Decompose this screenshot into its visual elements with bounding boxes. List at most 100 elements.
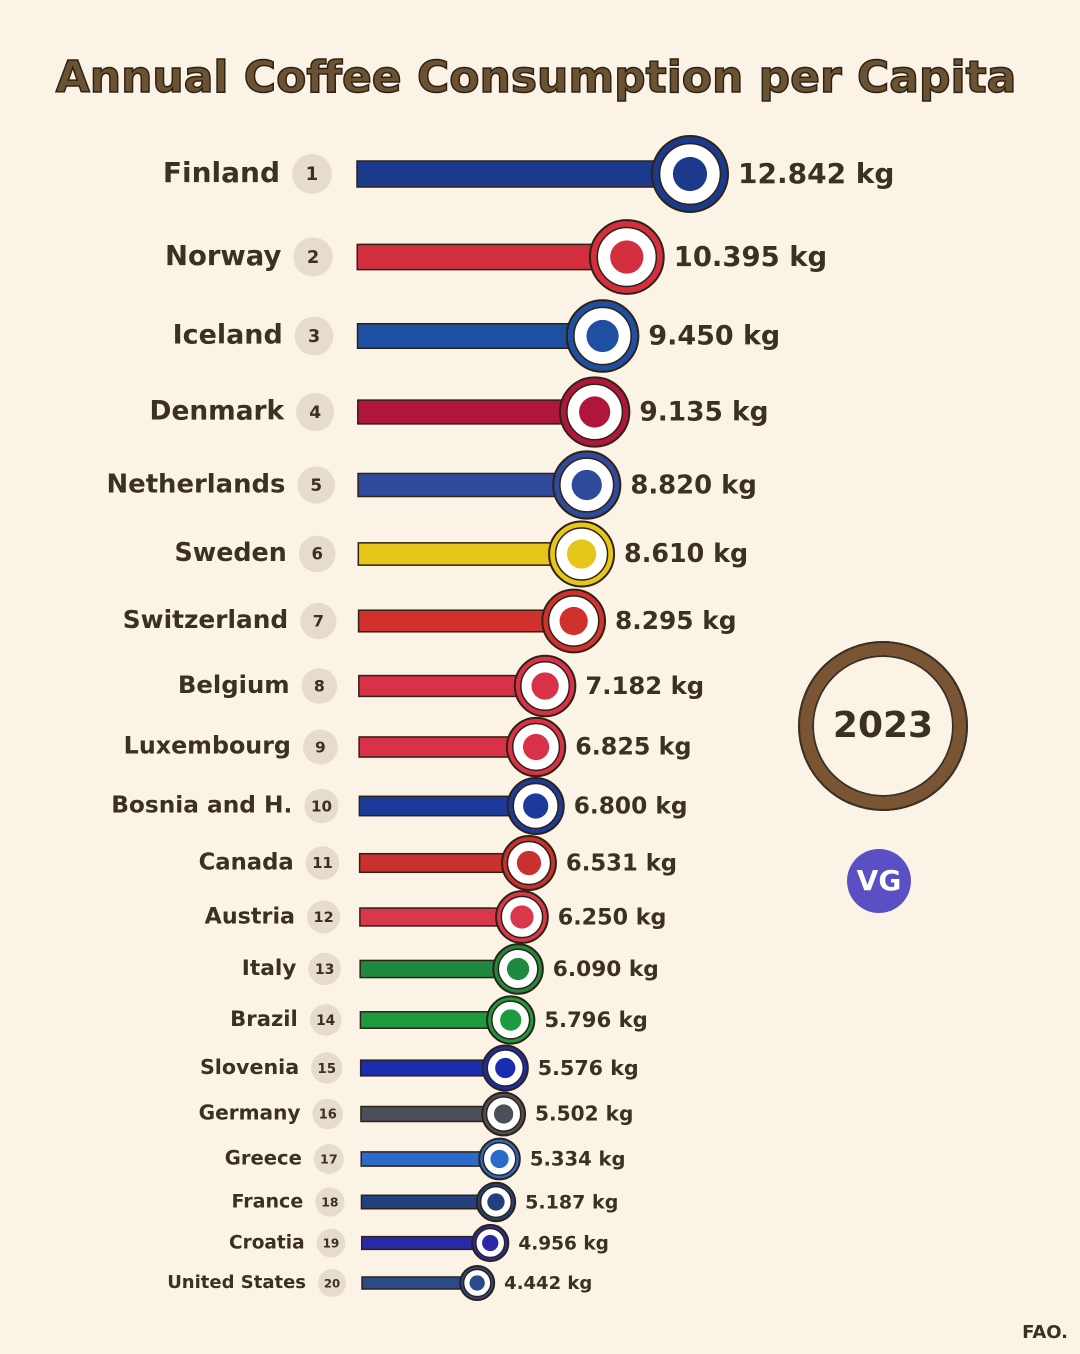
- rank-label: 4: [309, 403, 321, 423]
- category-label: Finland: [163, 156, 280, 189]
- rank-label: 3: [308, 327, 320, 347]
- value-label: 6.825 kg: [575, 733, 691, 761]
- category-label: Switzerland: [123, 605, 288, 634]
- rank-badge: [311, 1052, 343, 1084]
- flag-center: [469, 1275, 485, 1291]
- rank-badge: [312, 1098, 344, 1130]
- rank-badge: [313, 1144, 344, 1174]
- rank-label: 9: [315, 739, 326, 757]
- category-label: Greece: [225, 1147, 302, 1170]
- rank-label: 2: [307, 247, 319, 268]
- category-label: France: [231, 1191, 303, 1213]
- flag-center: [522, 733, 550, 761]
- rank-label: 7: [313, 612, 324, 631]
- rank-label: 15: [317, 1062, 336, 1077]
- year-ring-outline: [798, 641, 968, 811]
- bar: [356, 160, 691, 188]
- rank-label: 1: [306, 164, 319, 185]
- rank-badge: [302, 729, 338, 765]
- rank-badge: [292, 154, 332, 194]
- year-ring-inner: [812, 655, 954, 797]
- rank-label: 20: [324, 1277, 340, 1291]
- value-label: 10.395 kg: [674, 242, 828, 273]
- year: 2023: [833, 705, 933, 746]
- rank-badge: [309, 1004, 342, 1036]
- rank-label: 16: [319, 1108, 337, 1123]
- rank-badge: [316, 1228, 346, 1258]
- value-label: 6.250 kg: [558, 905, 667, 931]
- flag-center: [500, 1009, 522, 1031]
- rank-badge: [293, 237, 333, 277]
- source: FAO.: [1022, 1322, 1068, 1343]
- rank-badge: [294, 316, 334, 356]
- rank-badge: [301, 668, 338, 704]
- value-label: 9.450 kg: [648, 321, 780, 352]
- value-label: 9.135 kg: [639, 397, 768, 428]
- value-label: 5.187 kg: [525, 1192, 618, 1214]
- rank-badge: [308, 952, 341, 986]
- rank-badge: [300, 602, 337, 640]
- flag-center: [571, 469, 602, 501]
- flag-center: [523, 793, 549, 819]
- category-label: Netherlands: [106, 470, 285, 500]
- rank-label: 17: [320, 1152, 338, 1167]
- category-label: Iceland: [173, 320, 283, 351]
- flag-center: [516, 850, 542, 876]
- flag-center: [672, 156, 708, 192]
- category-label: Croatia: [229, 1233, 305, 1254]
- flag-center: [506, 957, 530, 981]
- flag-center: [495, 1057, 516, 1079]
- category-label: Brazil: [230, 1006, 298, 1031]
- flag-center: [490, 1149, 509, 1169]
- rank-badge: [307, 900, 341, 934]
- category-label: Belgium: [178, 670, 290, 699]
- rank-label: 11: [312, 855, 333, 872]
- chart-title: Annual Coffee Consumption per Capita: [56, 52, 1017, 103]
- value-label: 12.842 kg: [738, 157, 894, 190]
- year-ring: [798, 641, 968, 811]
- value-label: 5.796 kg: [544, 1007, 647, 1032]
- value-label: 5.334 kg: [530, 1148, 626, 1171]
- rank-label: 14: [316, 1013, 335, 1029]
- value-label: 8.610 kg: [624, 538, 748, 568]
- value-label: 6.531 kg: [566, 851, 677, 877]
- rank-badge: [296, 392, 335, 432]
- rank-label: 10: [311, 798, 332, 816]
- category-label: Bosnia and H.: [111, 792, 292, 819]
- category-label: Sweden: [175, 537, 287, 567]
- bar: [356, 322, 604, 350]
- bar: [360, 1235, 491, 1251]
- category-label: Norway: [165, 241, 281, 272]
- flag-center: [493, 1104, 514, 1124]
- value-label: 5.576 kg: [538, 1056, 639, 1080]
- category-label: Austria: [205, 904, 295, 930]
- value-label: 7.182 kg: [585, 671, 704, 700]
- value-label: 8.820 kg: [630, 471, 757, 501]
- flag-center: [531, 672, 559, 700]
- flag-center: [510, 905, 534, 929]
- flag-center: [559, 606, 588, 636]
- rank-label: 19: [323, 1237, 340, 1251]
- rank-badge: [298, 535, 336, 573]
- category-label: Luxembourg: [124, 732, 291, 760]
- category-label: Canada: [199, 850, 294, 876]
- value-label: 6.800 kg: [574, 793, 688, 820]
- rank-label: 8: [314, 677, 325, 696]
- rank-label: 13: [315, 962, 335, 978]
- flag-center: [482, 1234, 499, 1252]
- flag-center: [566, 539, 597, 569]
- flag-center: [610, 240, 644, 274]
- category-label: Germany: [199, 1101, 301, 1125]
- value-label: 4.442 kg: [504, 1273, 592, 1294]
- bar: [356, 243, 628, 271]
- rank-badge: [318, 1269, 346, 1297]
- rank-badge: [297, 466, 335, 504]
- rank-label: 18: [321, 1196, 338, 1210]
- value-label: 8.295 kg: [615, 606, 736, 635]
- flag-center: [487, 1193, 505, 1211]
- category-label: United States: [167, 1272, 306, 1293]
- rank-badge: [305, 846, 340, 880]
- category-label: Denmark: [150, 396, 286, 427]
- value-label: 6.090 kg: [553, 957, 659, 982]
